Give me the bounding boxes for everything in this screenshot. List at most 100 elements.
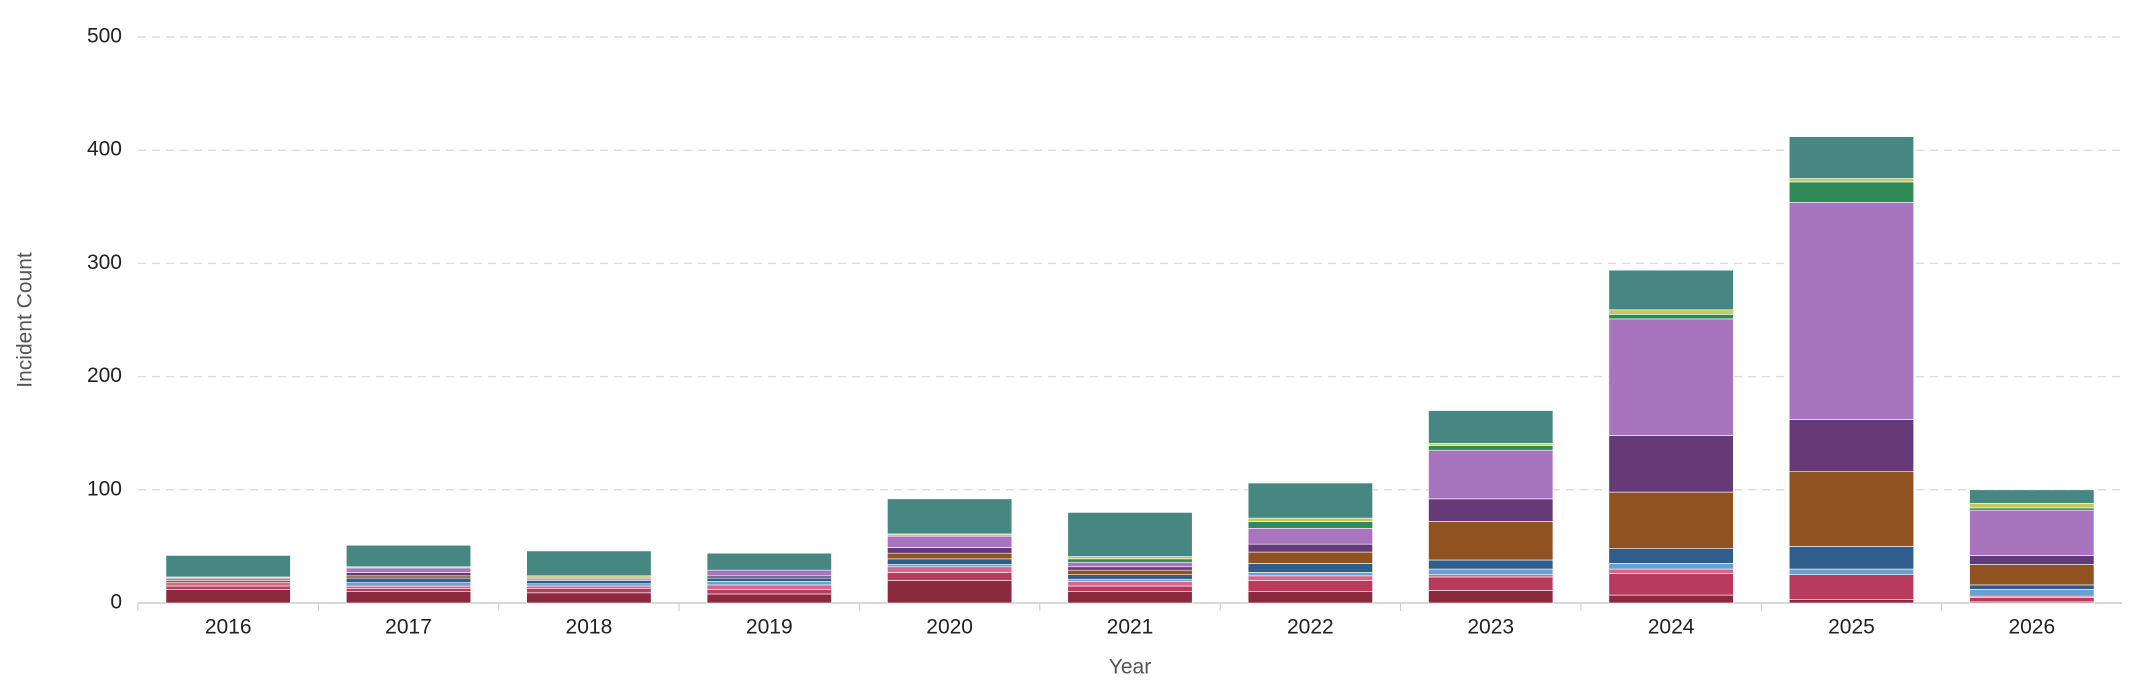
- bar-segment: [1247, 527, 1373, 545]
- bar-segment: [1247, 572, 1373, 577]
- bar-segment: [1969, 584, 2095, 590]
- y-tick-label: 0: [110, 591, 122, 614]
- bar-segment: [1969, 564, 2095, 586]
- bar-segment: [887, 547, 1013, 554]
- bar-segment: [1247, 543, 1373, 553]
- bar-segment: [1608, 435, 1734, 493]
- bar-segment: [526, 580, 652, 585]
- bar-segment: [1067, 578, 1193, 582]
- bar-segment: [706, 552, 832, 571]
- bar-segment: [346, 582, 472, 587]
- bar-segment: [1788, 181, 1914, 203]
- bar-segment: [706, 584, 832, 590]
- bar-segment: [887, 572, 1013, 581]
- bar-segment: [1247, 482, 1373, 519]
- bar-segment: [706, 581, 832, 586]
- x-tick-label: 2018: [566, 616, 613, 639]
- bar-segment: [706, 589, 832, 595]
- bar-segment: [1428, 410, 1554, 444]
- bar-segment: [1428, 590, 1554, 604]
- bar-segment: [1788, 574, 1914, 600]
- bar-segment: [1067, 566, 1193, 571]
- bar-segment: [887, 552, 1013, 560]
- bar-segment: [887, 498, 1013, 535]
- bar-segment: [887, 535, 1013, 548]
- bar-segment: [1969, 555, 2095, 565]
- bar-segment: [526, 550, 652, 577]
- bar-segment: [1067, 591, 1193, 604]
- bar-segment: [706, 569, 832, 577]
- bar-segment: [526, 583, 652, 587]
- bar-segment: [1428, 576, 1554, 591]
- bar-segment: [346, 587, 472, 592]
- x-tick-label: 2024: [1648, 616, 1695, 639]
- bar-segment: [1428, 443, 1554, 446]
- bar-segment: [1608, 309, 1734, 315]
- bar-segment: [706, 577, 832, 582]
- bar-segment: [526, 585, 652, 589]
- x-tick-label: 2025: [1828, 616, 1875, 639]
- x-tick-label: 2026: [2008, 616, 2055, 639]
- bar-segment: [706, 593, 832, 604]
- bar-segment: [1247, 580, 1373, 592]
- bar-segment: [1428, 521, 1554, 561]
- y-tick-label: 400: [87, 138, 122, 161]
- bar-segment: [1788, 599, 1914, 604]
- bar-segment: [1788, 201, 1914, 420]
- bar-segment: [1067, 581, 1193, 587]
- bar-segment: [346, 591, 472, 604]
- bar-segment: [1788, 471, 1914, 547]
- bar-segment: [1428, 559, 1554, 570]
- bar-segment: [1608, 314, 1734, 320]
- bar-segment: [1788, 136, 1914, 179]
- y-tick-label: 500: [87, 25, 122, 48]
- x-axis-title: Year: [1109, 656, 1151, 679]
- bar-segment: [1428, 574, 1554, 578]
- x-tick-label: 2017: [385, 616, 432, 639]
- y-tick-label: 200: [87, 364, 122, 387]
- bar-segment: [526, 592, 652, 604]
- bar-segment: [165, 589, 291, 604]
- bar-segment: [887, 558, 1013, 565]
- bar-segment: [1788, 178, 1914, 183]
- bar-segment: [887, 566, 1013, 573]
- bar-segment: [1608, 269, 1734, 311]
- bar-segment: [1788, 419, 1914, 472]
- bar-segment: [887, 580, 1013, 604]
- bar-segment: [1608, 563, 1734, 570]
- bar-segment: [1067, 569, 1193, 575]
- bar-segment: [1608, 548, 1734, 564]
- bar-segment: [1969, 589, 2095, 597]
- x-tick-label: 2023: [1467, 616, 1514, 639]
- bar-segment: [346, 544, 472, 568]
- bar-segment: [1247, 591, 1373, 604]
- bar-segment: [1969, 509, 2095, 556]
- bar-segment: [1067, 512, 1193, 557]
- y-axis-title: Incident Count: [14, 252, 37, 388]
- bar-segment: [706, 575, 832, 579]
- bar-segment: [1067, 561, 1193, 568]
- y-tick-label: 300: [87, 251, 122, 274]
- bar-segment: [1608, 491, 1734, 549]
- bar-segment: [526, 587, 652, 594]
- x-tick-label: 2022: [1287, 616, 1334, 639]
- bar-segment: [887, 564, 1013, 568]
- bar-segment: [1608, 318, 1734, 436]
- bar-segment: [1788, 568, 1914, 575]
- x-tick-label: 2021: [1107, 616, 1154, 639]
- bar-segment: [165, 582, 291, 587]
- bar-segment: [1247, 551, 1373, 564]
- bar-segment: [1247, 575, 1373, 581]
- bar-segment: [1247, 521, 1373, 529]
- bar-segment: [346, 567, 472, 573]
- bar-segment: [1428, 449, 1554, 500]
- bar-segment: [1247, 517, 1373, 522]
- bar-segment: [165, 577, 291, 581]
- bar-segment: [1067, 558, 1193, 563]
- bar-segment: [1969, 507, 2095, 511]
- bar-segment: [346, 585, 472, 589]
- x-tick-label: 2020: [926, 616, 973, 639]
- x-tick-label: 2019: [746, 616, 793, 639]
- bar-segment: [1067, 585, 1193, 592]
